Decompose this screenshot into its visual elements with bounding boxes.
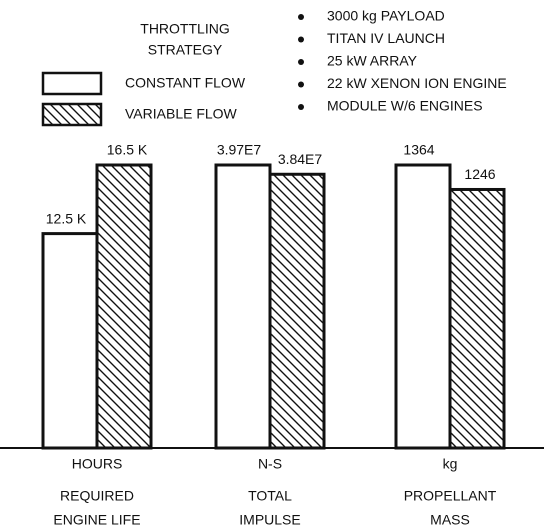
bullet <box>298 81 304 88</box>
bar <box>95 163 153 450</box>
value-label: 1364 <box>403 142 434 158</box>
legend-swatch <box>41 102 103 127</box>
note: 25 kW ARRAY <box>327 53 418 69</box>
category-label: IMPULSE <box>239 512 300 528</box>
legend-title: STRATEGY <box>148 42 223 58</box>
bullet <box>298 36 304 43</box>
note: 22 kW XENON ION ENGINE <box>327 75 507 91</box>
legend-swatch <box>41 71 103 96</box>
category-label: MASS <box>430 512 470 528</box>
bar <box>214 163 272 450</box>
bar <box>394 163 452 450</box>
value-label: 3.84E7 <box>278 151 323 167</box>
unit-label: N-S <box>258 456 282 472</box>
unit-label: HOURS <box>72 456 123 472</box>
unit-label: kg <box>443 456 458 472</box>
bar <box>41 232 99 450</box>
value-label: 1246 <box>464 166 495 182</box>
note: TITAN IV LAUNCH <box>327 30 445 46</box>
category-label: TOTAL <box>248 488 292 504</box>
note: MODULE W/6 ENGINES <box>327 98 483 114</box>
legend-label: CONSTANT FLOW <box>125 75 246 91</box>
category-label: REQUIRED <box>60 488 134 504</box>
value-label: 3.97E7 <box>217 142 262 158</box>
category-label: ENGINE LIFE <box>53 512 140 528</box>
category-label: PROPELLANT <box>404 488 497 504</box>
legend-title: THROTTLING <box>140 21 229 37</box>
note: 3000 kg PAYLOAD <box>327 8 445 24</box>
value-label: 12.5 K <box>46 210 87 226</box>
bar <box>448 187 506 450</box>
legend-label: VARIABLE FLOW <box>125 106 238 122</box>
value-label: 16.5 K <box>107 142 148 158</box>
bar <box>268 172 326 450</box>
bullet <box>298 59 304 65</box>
bullet <box>298 14 304 20</box>
bullet <box>298 104 304 110</box>
